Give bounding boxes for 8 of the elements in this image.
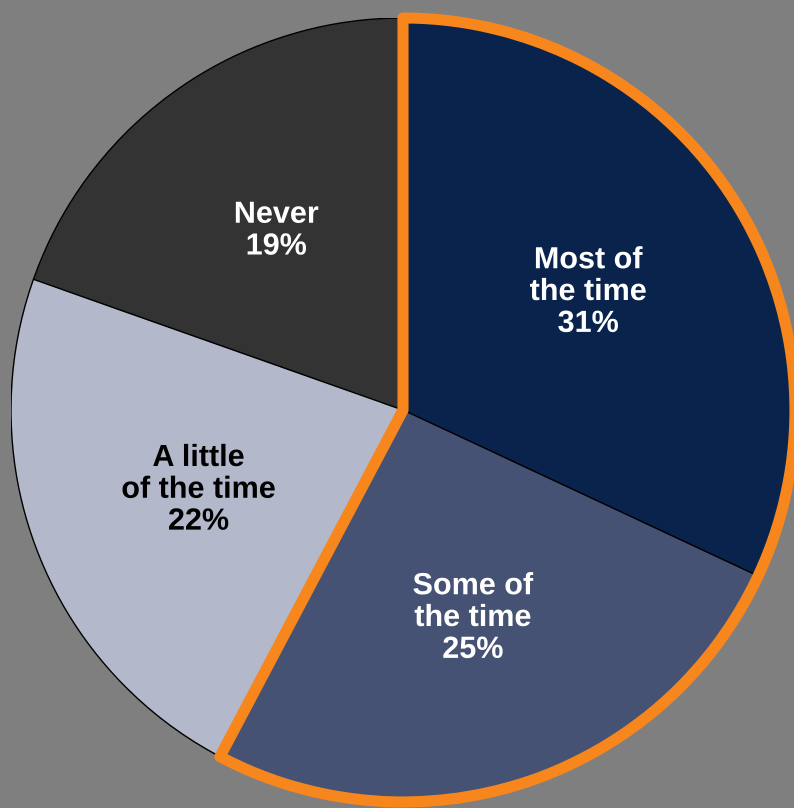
data-label: 19% [248, 233, 306, 255]
slice-label: Most of the time [530, 246, 646, 300]
data-label: 25% [443, 636, 503, 658]
data-label: 22% [169, 508, 228, 530]
slice-label: Never [236, 202, 318, 224]
data-label: 31% [558, 310, 618, 332]
slice-label: Some of the time [413, 572, 534, 626]
slice-label: A little of the time [122, 444, 275, 498]
